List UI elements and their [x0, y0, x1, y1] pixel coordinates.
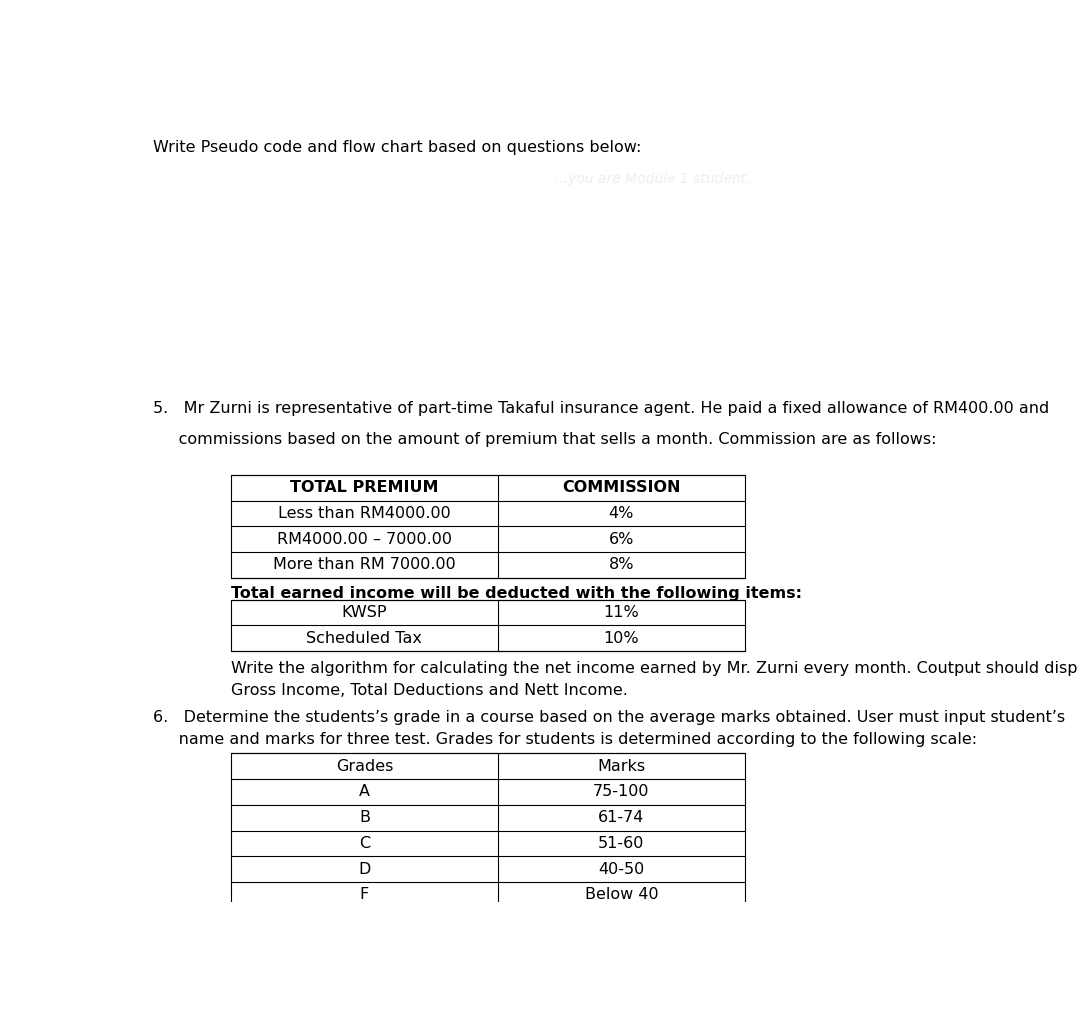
Text: 4%: 4%: [609, 506, 634, 521]
Text: Write the algorithm for calculating the net income earned by Mr. Zurni every mon: Write the algorithm for calculating the …: [231, 661, 1078, 677]
Text: 11%: 11%: [604, 605, 639, 620]
Text: More than RM 7000.00: More than RM 7000.00: [273, 557, 456, 572]
Text: 10%: 10%: [604, 631, 639, 646]
Text: 6.   Determine the students’s grade in a course based on the average marks obtai: 6. Determine the students’s grade in a c…: [153, 710, 1065, 725]
Text: 75-100: 75-100: [593, 784, 650, 799]
Text: 40-50: 40-50: [598, 862, 645, 876]
Text: 51-60: 51-60: [598, 836, 645, 851]
Text: Less than RM4000.00: Less than RM4000.00: [278, 506, 451, 521]
Text: 5.   Mr Zurni is representative of part-time Takaful insurance agent. He paid a : 5. Mr Zurni is representative of part-ti…: [153, 400, 1049, 415]
Text: ...you are Module 1 student.: ...you are Module 1 student.: [555, 172, 750, 186]
Text: TOTAL PREMIUM: TOTAL PREMIUM: [290, 480, 439, 495]
Text: Grades: Grades: [335, 759, 393, 774]
Text: 6%: 6%: [609, 532, 634, 547]
Text: D: D: [358, 862, 371, 876]
Text: A: A: [359, 784, 370, 799]
Bar: [231, 600, 745, 651]
Text: Below 40: Below 40: [584, 887, 659, 903]
Text: B: B: [359, 810, 370, 826]
Text: RM4000.00 – 7000.00: RM4000.00 – 7000.00: [277, 532, 452, 547]
Text: Total earned income will be deducted with the following items:: Total earned income will be deducted wit…: [231, 586, 802, 601]
Text: C: C: [359, 836, 370, 851]
Text: 8%: 8%: [609, 557, 634, 572]
Text: Scheduled Tax: Scheduled Tax: [306, 631, 423, 646]
Text: Write Pseudo code and flow chart based on questions below:: Write Pseudo code and flow chart based o…: [153, 140, 641, 155]
Text: name and marks for three test. Grades for students is determined according to th: name and marks for three test. Grades fo…: [153, 732, 978, 748]
Bar: [231, 754, 745, 908]
Bar: [231, 475, 745, 577]
Text: COMMISSION: COMMISSION: [562, 480, 680, 495]
Text: Marks: Marks: [597, 759, 646, 774]
Text: F: F: [360, 887, 369, 903]
Text: KWSP: KWSP: [342, 605, 387, 620]
Text: Gross Income, Total Deductions and Nett Income.: Gross Income, Total Deductions and Nett …: [231, 683, 627, 698]
Text: commissions based on the amount of premium that sells a month. Commission are as: commissions based on the amount of premi…: [153, 432, 937, 447]
Text: 61-74: 61-74: [598, 810, 645, 826]
